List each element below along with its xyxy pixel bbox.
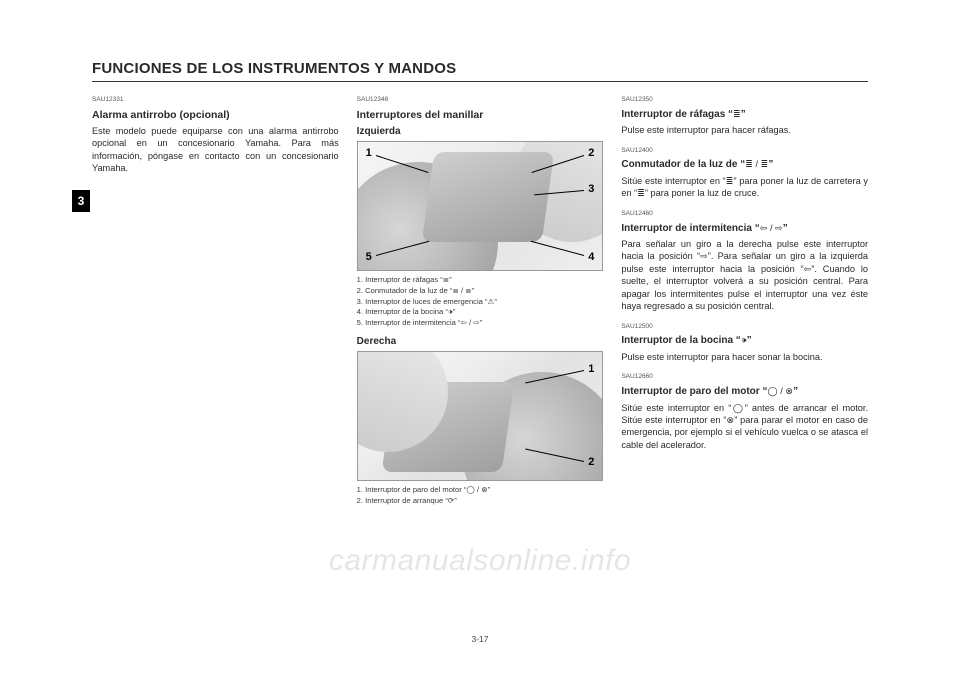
ref-code: SAU12331 [92,96,339,105]
body-text: Pulse este interruptor para hacer sonar … [621,351,868,363]
figure-left-handlebar: 1 2 3 4 5 [357,141,604,271]
section-heading: Interruptor de la bocina “🕩” [621,334,868,348]
ref-code: SAU12660 [621,373,868,382]
turn-icon: ⇦ / ⇨ [760,223,783,233]
callout-5: 5 [366,250,372,265]
section-bocina: SAU12500 Interruptor de la bocina “🕩” Pu… [621,323,868,364]
caption-item: 3. Interruptor de luces de emergencia “⚠… [357,297,604,308]
watermark-text: carmanualsonline.info [329,544,631,578]
ref-code: SAU12348 [357,96,604,105]
low-beam-icon: ≣ [637,188,645,198]
high-low-icon: ≣ / ≣ [453,286,472,295]
caption-item: 2. Interruptor de arranque “⟳” [357,496,604,507]
callout-3: 3 [588,182,594,197]
section-intermitencia: SAU12460 Interruptor de intermitencia “⇦… [621,210,868,313]
caption-item: 5. Interruptor de intermitencia “⇦ / ⇨” [357,318,604,329]
section-heading: Interruptor de ráfagas “≣” [621,108,868,122]
callout-1: 1 [588,362,594,377]
body-text: Para señalar un giro a la derecha pulse … [621,238,868,313]
caption-item: 4. Interruptor de la bocina “🕩” [357,307,604,318]
section-tab: 3 [72,190,90,212]
figure-label-right: Derecha [357,335,604,349]
body-text: Este modelo puede equiparse con una alar… [92,125,339,175]
content-columns: SAU12331 Alarma antirrobo (opcional) Est… [92,96,868,512]
section-heading: Alarma antirrobo (opcional) [92,108,339,122]
section-paro-motor: SAU12660 Interruptor de paro del motor “… [621,373,868,451]
figure-caption-list: 1. Interruptor de paro del motor “◯ / ⊗”… [357,485,604,506]
figure-label-left: Izquierda [357,125,604,139]
callout-1: 1 [366,146,372,161]
section-rafagas: SAU12350 Interruptor de ráfagas “≣” Puls… [621,96,868,137]
section-heading: Interruptor de paro del motor “◯ / ⊗” [621,385,868,399]
callout-4: 4 [588,250,594,265]
section-number: 3 [78,194,85,208]
body-text: Sitúe este interruptor en “≣” para poner… [621,175,868,200]
ref-code: SAU12460 [621,210,868,219]
section-heading: Interruptores del manillar [357,108,604,122]
column-1: SAU12331 Alarma antirrobo (opcional) Est… [92,96,339,512]
section-conmutador-luz: SAU12400 Conmutador de la luz de “≣ / ≣”… [621,147,868,200]
page-title: FUNCIONES DE LOS INSTRUMENTOS Y MANDOS [92,60,456,77]
run-stop-icon: ◯ / ⊗ [466,485,487,494]
page-number: 3-17 [471,634,488,644]
ref-code: SAU12500 [621,323,868,332]
callout-2: 2 [588,455,594,470]
section-heading: Interruptor de intermitencia “⇦ / ⇨” [621,222,868,236]
manual-page: 3 FUNCIONES DE LOS INSTRUMENTOS Y MANDOS… [0,0,960,678]
section-heading: Conmutador de la luz de “≣ / ≣” [621,158,868,172]
caption-item: 1. Interruptor de paro del motor “◯ / ⊗” [357,485,604,496]
ref-code: SAU12400 [621,147,868,156]
caption-item: 2. Conmutador de la luz de “≣ / ≣” [357,286,604,297]
turn-right-icon: ⇨ [700,251,708,261]
run-stop-icon: ◯ / ⊗ [767,386,793,396]
run-icon: ◯ [731,403,744,413]
pass-icon: ≣ [733,109,741,119]
figure-caption-list: 1. Interruptor de ráfagas “≣” 2. Conmuta… [357,275,604,328]
page-header: FUNCIONES DE LOS INSTRUMENTOS Y MANDOS [92,60,868,82]
caption-item: 1. Interruptor de ráfagas “≣” [357,275,604,286]
turn-icon: ⇦ / ⇨ [461,318,480,327]
body-text: Pulse este interruptor para hacer ráfaga… [621,124,868,136]
ref-code: SAU12350 [621,96,868,105]
column-2: SAU12348 Interruptores del manillar Izqu… [357,96,604,512]
column-3: SAU12350 Interruptor de ráfagas “≣” Puls… [621,96,868,512]
high-low-icon: ≣ / ≣ [745,159,768,169]
body-text: Sitúe este interruptor en “◯” antes de a… [621,402,868,452]
callout-2: 2 [588,146,594,161]
figure-right-handlebar: 1 2 [357,351,604,481]
